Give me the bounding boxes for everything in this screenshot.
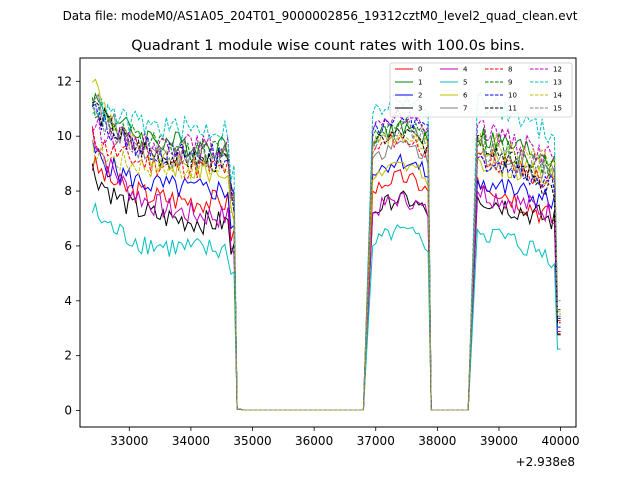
- legend-label: 10: [508, 92, 517, 100]
- y-tick-label: 8: [64, 184, 72, 198]
- legend-label: 8: [508, 66, 512, 74]
- series-line-0: [91, 156, 561, 411]
- chart-title: Quadrant 1 module wise count rates with …: [131, 38, 525, 54]
- series-line-4: [91, 129, 561, 411]
- series-line-14: [91, 132, 561, 411]
- series-line-2: [91, 140, 561, 411]
- y-tick-label: 6: [64, 239, 72, 253]
- x-axis: 33000 34000 35000 36000 37000 38000 39000 40000: [110, 427, 580, 448]
- legend-label: 11: [508, 105, 517, 113]
- legend-label: 5: [463, 79, 467, 87]
- legend-box: [389, 62, 573, 118]
- series-line-3: [91, 163, 561, 411]
- x-tick-label: 33000: [110, 434, 148, 448]
- legend-label: 1: [418, 79, 422, 87]
- x-tick-label: 34000: [172, 434, 210, 448]
- series-line-1: [91, 92, 561, 411]
- series-line-5: [91, 201, 561, 411]
- series-line-13: [92, 91, 561, 411]
- series-line-15: [92, 107, 561, 411]
- x-tick-label: 39000: [480, 434, 518, 448]
- legend-label: 12: [553, 66, 562, 74]
- x-tick-label: 40000: [542, 434, 580, 448]
- y-tick-label: 0: [64, 404, 72, 418]
- x-tick-label: 35000: [233, 434, 271, 448]
- y-axis: 0 2 4 6 8 10 12: [57, 74, 80, 418]
- y-tick-label: 12: [57, 74, 72, 88]
- y-tick-label: 2: [64, 349, 72, 363]
- suptitle: Data file: modeM0/AS1A05_204T01_90000028…: [63, 9, 578, 23]
- legend-label: 3: [418, 105, 422, 113]
- x-offset-label: +2.938e8: [516, 455, 575, 469]
- legend-label: 2: [418, 92, 422, 100]
- legend-label: 0: [418, 66, 422, 74]
- y-tick-label: 4: [64, 294, 72, 308]
- legend-label: 13: [553, 79, 562, 87]
- legend-label: 9: [508, 79, 512, 87]
- x-tick-label: 37000: [357, 434, 395, 448]
- legend-label: 14: [553, 92, 562, 100]
- x-tick-label: 36000: [295, 434, 333, 448]
- legend-label: 7: [463, 105, 467, 113]
- legend-label: 4: [463, 66, 468, 74]
- series-line-10: [91, 102, 561, 411]
- y-tick-label: 10: [57, 129, 72, 143]
- plot-frame: [79, 57, 577, 428]
- legend-label: 15: [553, 105, 562, 113]
- series-line-6: [91, 78, 561, 411]
- series-lines: [91, 78, 561, 411]
- legend-label: 6: [463, 92, 468, 100]
- series-line-7: [91, 93, 561, 411]
- x-tick-label: 38000: [418, 434, 456, 448]
